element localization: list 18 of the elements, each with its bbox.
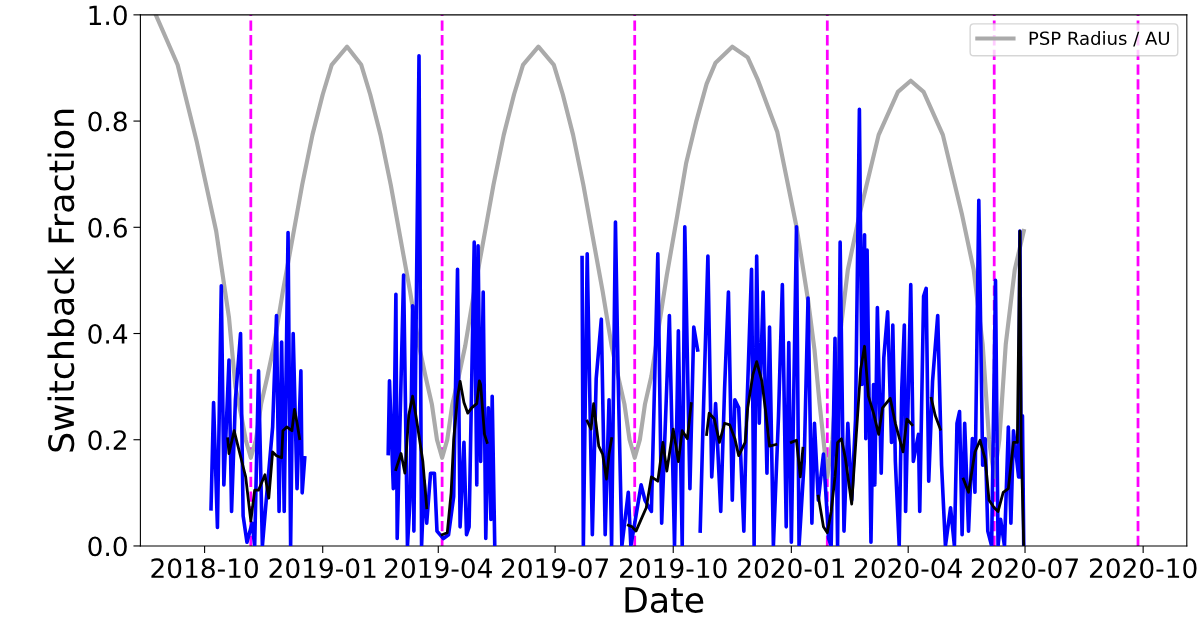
y-tick-label: 0.4 bbox=[88, 323, 128, 344]
y-tick-label: 0.2 bbox=[88, 430, 126, 451]
x-tick-label: 2020-10 bbox=[1089, 558, 1197, 579]
y-tick-label: 0.0 bbox=[88, 536, 127, 557]
x-axis-title: Date bbox=[625, 587, 704, 613]
legend-label: PSP Radius / AU bbox=[1029, 31, 1169, 47]
y-tick-label: 0.6 bbox=[88, 217, 127, 238]
y-tick-label: 1.0 bbox=[89, 5, 127, 26]
x-tick-label: 2020-07 bbox=[971, 558, 1078, 579]
y-axis-title: Switchback Fraction bbox=[47, 109, 75, 452]
x-tick-label: 2020-04 bbox=[854, 558, 962, 579]
x-tick-label: 2019-01 bbox=[269, 558, 376, 579]
x-tick-label: 2020-01 bbox=[738, 558, 845, 579]
x-tick-label: 2019-10 bbox=[620, 558, 727, 579]
x-tick-label: 2018-10 bbox=[151, 558, 258, 579]
x-tick-label: 2019-04 bbox=[385, 558, 492, 579]
y-tick-label: 0.8 bbox=[88, 111, 127, 132]
x-tick-label: 2019-07 bbox=[501, 558, 608, 579]
